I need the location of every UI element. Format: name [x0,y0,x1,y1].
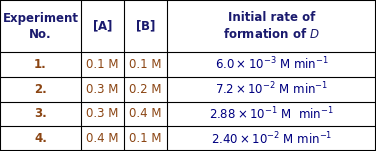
Text: 2.: 2. [34,83,47,96]
Text: $6.0 \times 10^{-3}$ M min$^{-1}$: $6.0 \times 10^{-3}$ M min$^{-1}$ [215,56,329,73]
Text: 1.: 1. [34,58,47,71]
Text: 0.3 M: 0.3 M [86,107,119,120]
Text: 4.: 4. [34,132,47,145]
Text: 0.2 M: 0.2 M [129,83,162,96]
Text: 0.4 M: 0.4 M [86,132,119,145]
Text: $2.40 \times 10^{-2}$ M min$^{-1}$: $2.40 \times 10^{-2}$ M min$^{-1}$ [211,130,332,147]
Text: 3.: 3. [34,107,47,120]
Text: $\mathbf{[}$$\mathit{\mathbf{B}}$$\mathbf{]}$: $\mathbf{[}$$\mathit{\mathbf{B}}$$\mathb… [135,18,156,34]
Text: Experiment
No.: Experiment No. [2,11,79,41]
Text: 0.1 M: 0.1 M [129,58,162,71]
Text: $\mathbf{[}$$\mathit{\mathbf{A}}$$\mathbf{]}$: $\mathbf{[}$$\mathit{\mathbf{A}}$$\mathb… [92,18,113,34]
Text: 0.4 M: 0.4 M [129,107,162,120]
Text: 0.1 M: 0.1 M [129,132,162,145]
Text: $7.2 \times 10^{-2}$ M min$^{-1}$: $7.2 \times 10^{-2}$ M min$^{-1}$ [215,81,328,98]
Text: 0.3 M: 0.3 M [86,83,119,96]
Text: Initial rate of
formation of $\mathbf{\mathit{D}}$: Initial rate of formation of $\mathbf{\m… [223,11,320,41]
Text: 0.1 M: 0.1 M [86,58,119,71]
Text: $2.88 \times 10^{-1}$ M  min$^{-1}$: $2.88 \times 10^{-1}$ M min$^{-1}$ [209,106,334,122]
